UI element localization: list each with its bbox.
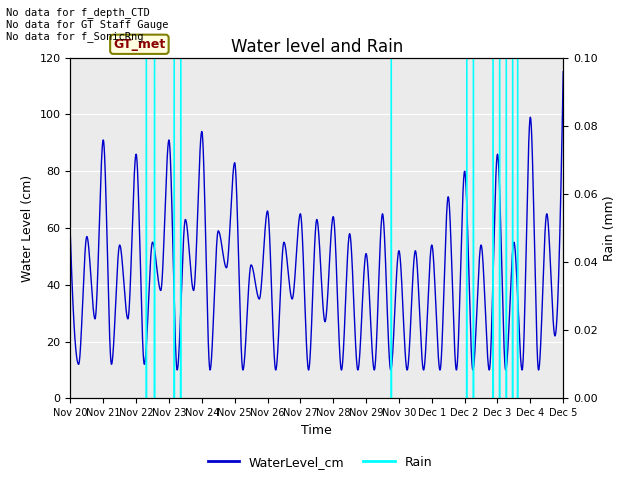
Title: Water level and Rain: Water level and Rain — [230, 38, 403, 56]
Y-axis label: Rain (mm): Rain (mm) — [604, 195, 616, 261]
Legend: WaterLevel_cm, Rain: WaterLevel_cm, Rain — [203, 451, 437, 474]
X-axis label: Time: Time — [301, 424, 332, 437]
Y-axis label: Water Level (cm): Water Level (cm) — [21, 174, 34, 282]
Text: GT_met: GT_met — [113, 38, 166, 51]
Text: No data for f_depth_CTD
No data for GT Staff Gauge
No data for f_SonicRng: No data for f_depth_CTD No data for GT S… — [6, 7, 169, 42]
